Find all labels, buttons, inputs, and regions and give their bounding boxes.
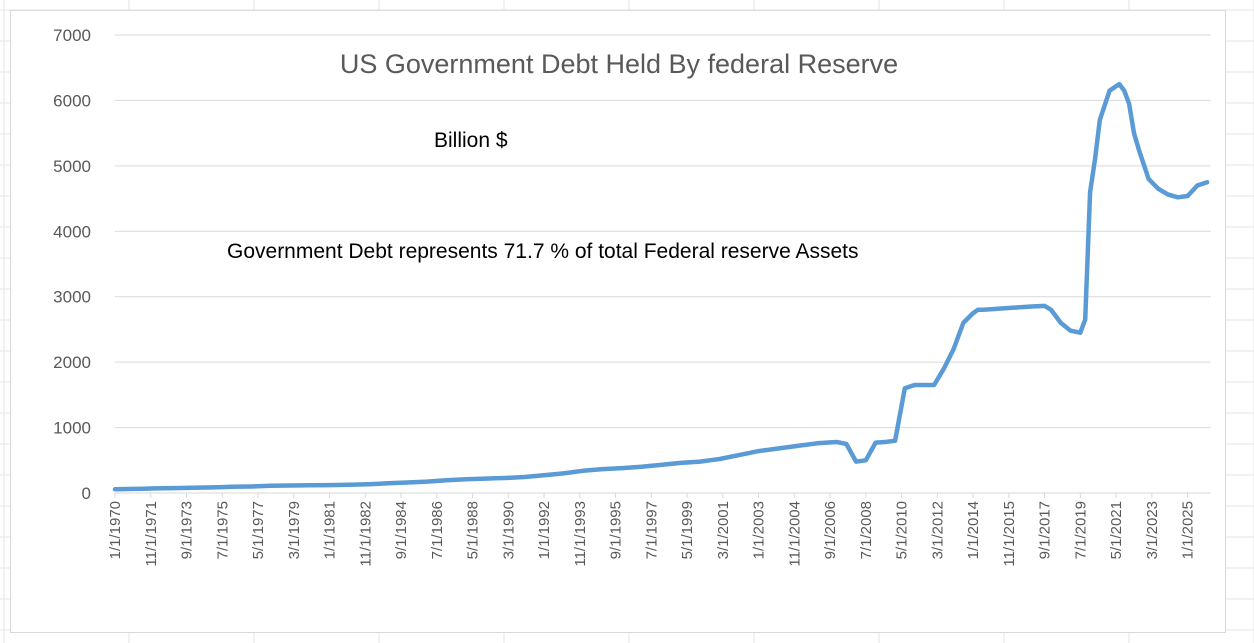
y-tick-label: 6000 <box>53 91 91 110</box>
x-tick-label: 5/1/2021 <box>1108 501 1125 559</box>
x-tick-label: 1/1/2014 <box>965 501 982 559</box>
y-tick-label: 1000 <box>53 419 91 438</box>
x-tick-label: 1/1/2025 <box>1180 501 1197 559</box>
x-tick-label: 1/1/1970 <box>107 501 124 559</box>
y-tick-label: 7000 <box>53 26 91 45</box>
x-tick-label: 5/1/1999 <box>679 501 696 559</box>
chart-title: US Government Debt Held By federal Reser… <box>339 49 899 79</box>
x-tick-label: 11/1/1982 <box>357 501 374 567</box>
x-tick-label: 7/1/1997 <box>643 501 660 559</box>
x-tick-label: 3/1/2023 <box>1144 501 1161 559</box>
y-tick-label: 5000 <box>53 157 91 176</box>
y-tick-label: 0 <box>82 484 91 503</box>
x-tick-label: 7/1/1986 <box>429 501 446 559</box>
x-tick-label: 3/1/2012 <box>929 501 946 559</box>
y-tick-label: 4000 <box>53 222 91 241</box>
y-tick-label: 3000 <box>53 288 91 307</box>
x-tick-label: 5/1/2010 <box>894 501 911 559</box>
chart-area[interactable]: 0 1000 2000 3000 4000 5000 6000 7000 1/1/1970 11/… <box>10 10 1226 633</box>
x-tick-label: 1/1/1992 <box>536 501 553 559</box>
x-tick-label: 7/1/1975 <box>214 501 231 559</box>
chart-plot: 0 1000 2000 3000 4000 5000 6000 7000 1/1/1970 11/… <box>53 26 1211 567</box>
x-tick-label: 9/1/2017 <box>1037 501 1054 559</box>
y-tick-label: 2000 <box>53 353 91 372</box>
x-tick-label: 3/1/1990 <box>500 501 517 559</box>
x-tick-label: 1/1/2003 <box>751 501 768 559</box>
x-tick-label: 5/1/1977 <box>250 501 267 559</box>
x-tick-label: 9/1/2006 <box>822 501 839 559</box>
x-tick-label: 9/1/1973 <box>179 501 196 559</box>
x-tick-label: 11/1/2015 <box>1001 501 1018 567</box>
x-tick-label: 3/1/2001 <box>715 501 732 559</box>
x-tick-label: 11/1/1993 <box>572 501 589 567</box>
x-tick-label: 1/1/1981 <box>322 501 339 559</box>
x-tick-label: 9/1/1984 <box>393 501 410 559</box>
units-annotation: Billion $ <box>434 129 508 152</box>
x-tick-label: 11/1/1971 <box>143 501 160 567</box>
x-tick-label: 7/1/2008 <box>858 501 875 559</box>
x-tick-label: 5/1/1988 <box>465 501 482 559</box>
debt-share-annotation: Government Debt represents 71.7 % of tot… <box>227 240 859 263</box>
x-tick-label: 11/1/2004 <box>786 501 803 567</box>
x-tick-label: 7/1/2019 <box>1072 501 1089 559</box>
x-tick-label: 3/1/1979 <box>286 501 303 559</box>
x-tick-label: 9/1/1995 <box>608 501 625 559</box>
debt-series-line <box>112 81 1210 492</box>
